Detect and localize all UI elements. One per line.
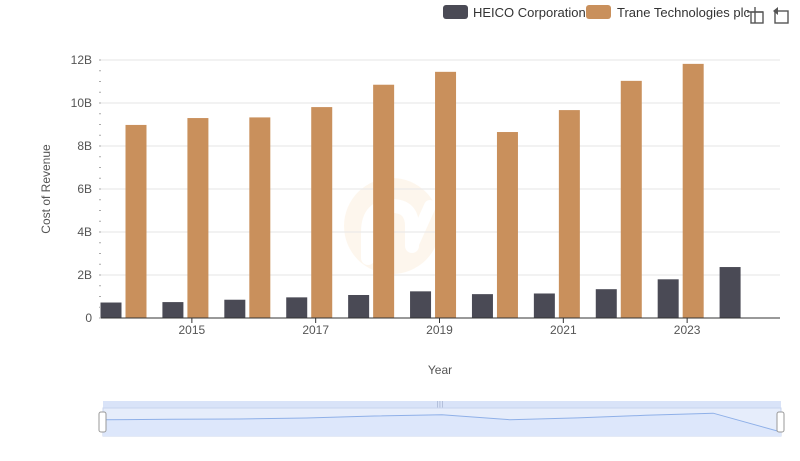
- bars: [100, 63, 741, 319]
- reset-zoom-icon[interactable]: [773, 7, 789, 24]
- navigator-handle-left[interactable]: [98, 411, 107, 433]
- legend-item-heico[interactable]: HEICO Corporation: [443, 5, 586, 20]
- bar-heico-2019[interactable]: [410, 291, 432, 318]
- y-tick-label: 6B: [77, 182, 92, 196]
- x-tick-label: 2017: [302, 323, 329, 337]
- navigator-handle-right[interactable]: [776, 411, 785, 433]
- y-tick-label: 0: [85, 311, 92, 325]
- bar-trane-2017[interactable]: [311, 107, 333, 319]
- legend-swatch-heico: [443, 5, 468, 19]
- x-tick-label: 2015: [179, 323, 206, 337]
- legend: HEICO Corporation Trane Technologies plc: [443, 5, 750, 20]
- navigator-series-line: [102, 412, 782, 433]
- bar-trane-2018[interactable]: [373, 84, 395, 318]
- bar-heico-2016[interactable]: [224, 299, 246, 318]
- y-axis-ticks: 0 2B 4B 6B 8B 10B 12B: [71, 53, 101, 325]
- x-tick-label: 2021: [550, 323, 577, 337]
- bar-trane-2019[interactable]: [435, 71, 457, 318]
- bar-heico-2014[interactable]: [100, 302, 122, 318]
- x-axis-ticks: 2015 2017 2019 2021 2023: [179, 318, 701, 337]
- x-tick-label: 2019: [426, 323, 453, 337]
- bar-heico-2024[interactable]: [719, 267, 741, 318]
- y-tick-label: 2B: [77, 268, 92, 282]
- bar-heico-2023[interactable]: [657, 279, 679, 318]
- y-tick-label: 4B: [77, 225, 92, 239]
- y-tick-label: 10B: [71, 96, 92, 110]
- bar-trane-2020[interactable]: [496, 132, 518, 318]
- bar-trane-2015[interactable]: [187, 118, 209, 318]
- crosshair-zoom-icon[interactable]: [747, 7, 764, 24]
- bar-heico-2015[interactable]: [162, 302, 184, 318]
- range-navigator: |||: [98, 401, 785, 437]
- y-tick-label: 12B: [71, 53, 92, 67]
- legend-swatch-trane: [586, 5, 611, 19]
- legend-item-trane[interactable]: Trane Technologies plc: [586, 5, 750, 20]
- bar-heico-2021[interactable]: [533, 293, 555, 318]
- bar-heico-2022[interactable]: [595, 289, 617, 318]
- bar-heico-2017[interactable]: [286, 297, 308, 318]
- y-tick-label: 8B: [77, 139, 92, 153]
- bar-heico-2018[interactable]: [348, 294, 370, 318]
- bar-trane-2023[interactable]: [682, 63, 704, 319]
- navigator-track: [103, 401, 781, 408]
- x-axis-title: Year: [428, 363, 452, 377]
- plot-area: 0 2B 4B 6B 8B 10B 12B 2015 2017 2019 2021 2023: [71, 53, 780, 337]
- bar-trane-2016[interactable]: [249, 117, 271, 318]
- bar-trane-2014[interactable]: [125, 124, 147, 319]
- bar-trane-2022[interactable]: [620, 80, 642, 318]
- x-tick-label: 2023: [674, 323, 701, 337]
- y-axis-title: Cost of Revenue: [39, 144, 53, 234]
- bar-trane-2021[interactable]: [558, 110, 580, 318]
- legend-label-trane: Trane Technologies plc: [617, 5, 750, 20]
- legend-label-heico: HEICO Corporation: [473, 5, 586, 20]
- bar-heico-2020[interactable]: [471, 294, 493, 318]
- navigator-grip[interactable]: |||: [436, 401, 443, 409]
